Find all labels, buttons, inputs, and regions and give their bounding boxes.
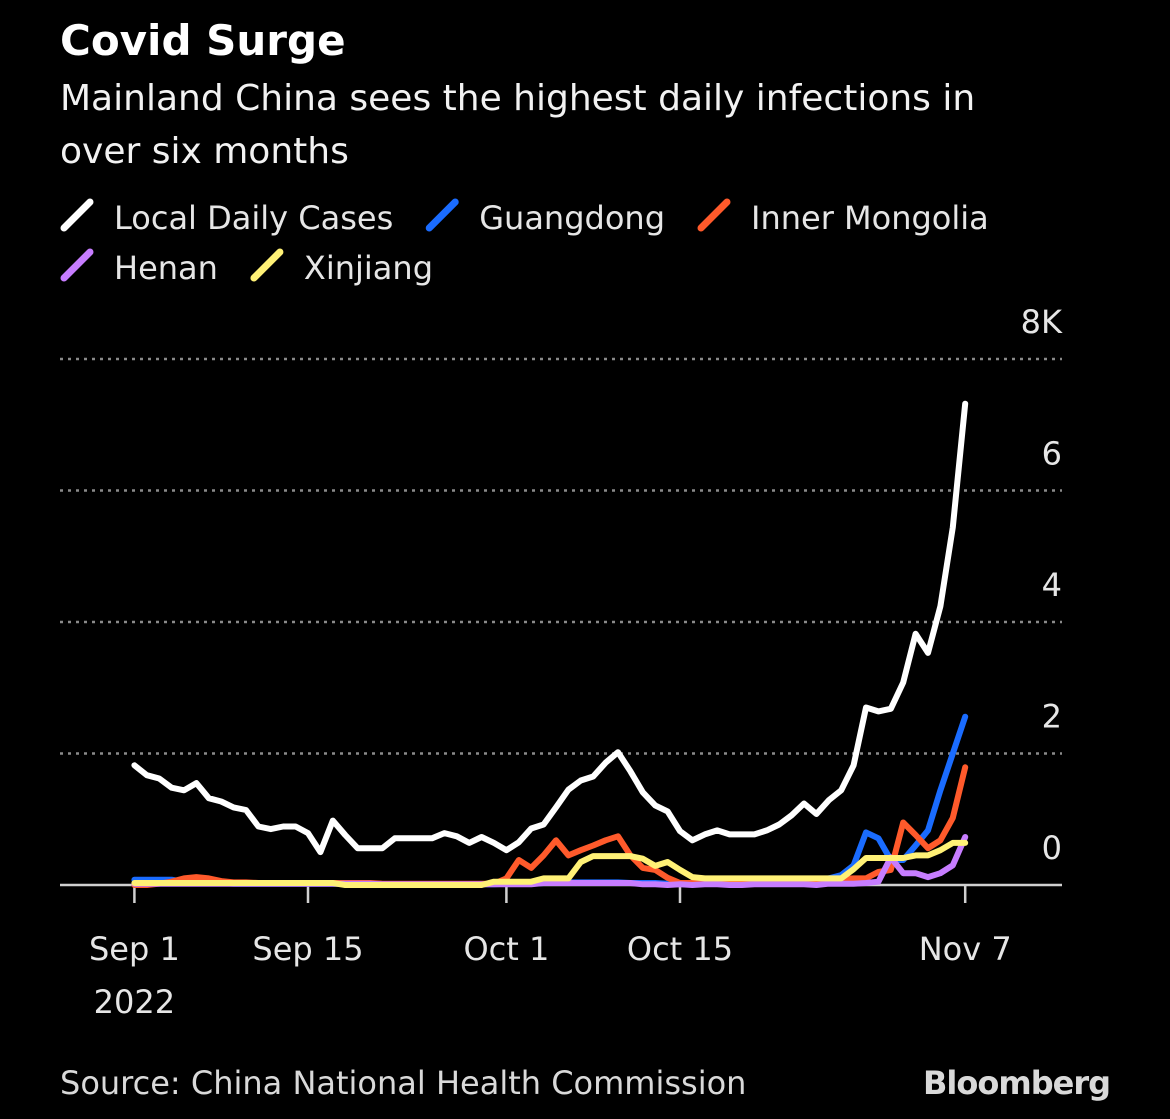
x-tick-label: Oct 1 [463,930,549,968]
legend-icon [697,198,731,232]
legend-icon [60,198,94,232]
series-line [131,839,969,888]
legend-icon [60,248,94,282]
x-tick-label: Oct 15 [627,930,733,968]
legend-label: Inner Mongolia [751,199,989,237]
x-tick-label: Sep 15 [252,930,363,968]
legend-item: Local Daily Cases [60,198,393,237]
legend-item: Inner Mongolia [697,198,989,237]
legend-label: Henan [114,249,218,287]
series-line [131,400,969,856]
legend-icon [250,248,284,282]
legend-label: Local Daily Cases [114,199,393,237]
brand-logo: Bloomberg [923,1064,1110,1102]
chart-title: Covid Surge [60,16,346,65]
chart-subtitle: Mainland China sees the highest daily in… [60,78,975,119]
source: Source: China National Health Commission [60,1064,746,1102]
x-tick-label: Sep 1 [89,930,180,968]
legend-item: Xinjiang [250,248,433,287]
y-tick-label: 4 [1042,566,1062,604]
x-tick-label: Nov 7 [919,930,1012,968]
legend-icon [425,198,459,232]
y-tick-label: 2 [1042,698,1062,736]
y-tick-label: 6 [1042,435,1062,473]
legend-label: Guangdong [479,199,665,237]
chart-subtitle: over six months [60,131,349,172]
legend-item: Guangdong [425,198,665,237]
y-tick-label: 0 [1042,829,1062,867]
y-tick-label: 8K [1021,303,1063,341]
legend-label: Xinjiang [304,249,433,287]
legend-item: Henan [60,248,218,287]
x-year-label: 2022 [94,983,175,1021]
